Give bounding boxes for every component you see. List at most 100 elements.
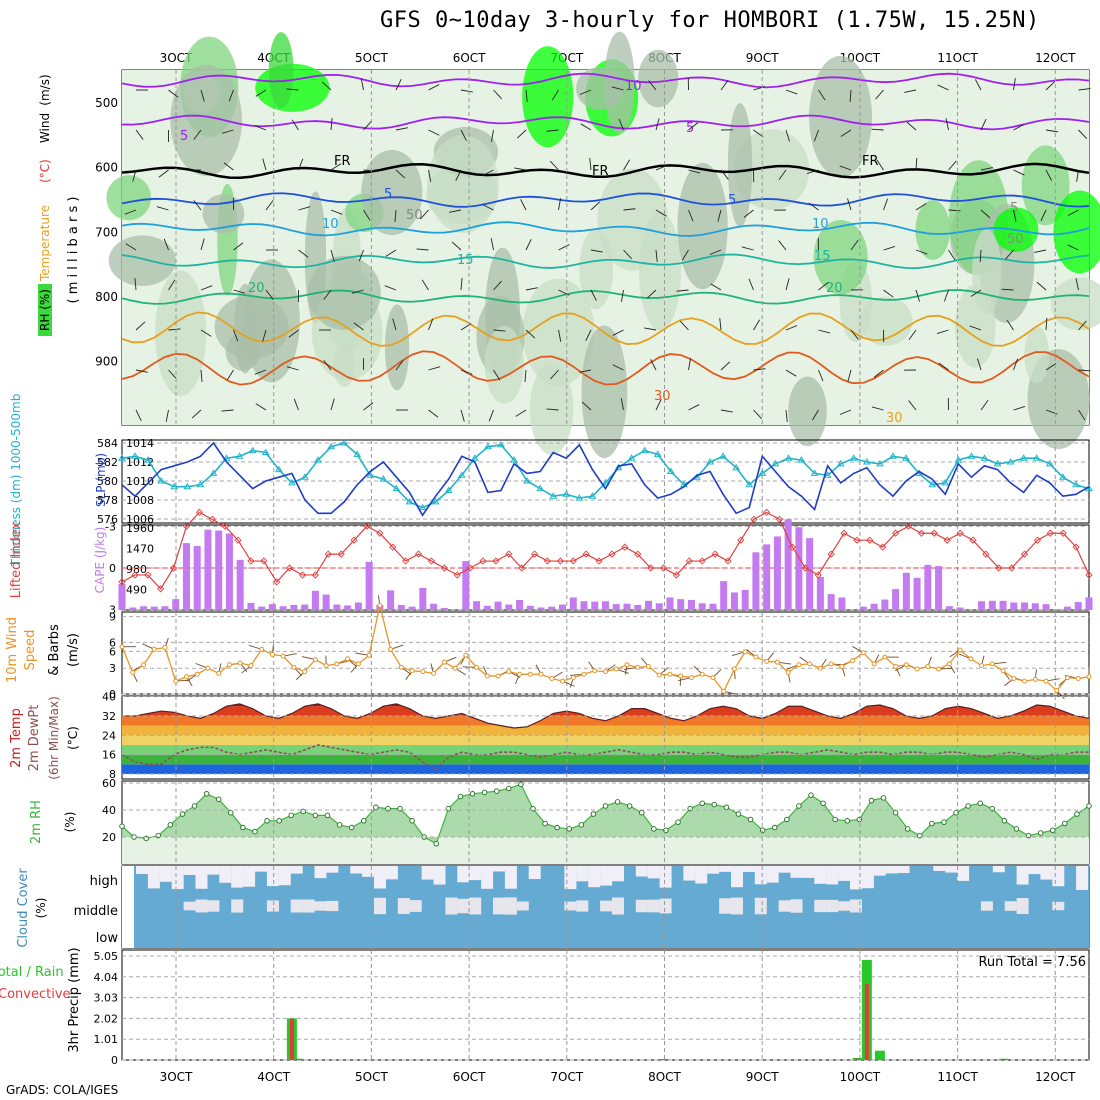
wind-barb	[811, 409, 819, 421]
rh-marker	[1013, 826, 1020, 832]
rh-tick-label: 20	[102, 831, 116, 844]
wind-speed-marker	[645, 663, 651, 669]
precip-tick-label: 5.05	[94, 950, 119, 963]
middle-cloud-cell	[504, 897, 517, 915]
wind-barb	[493, 280, 502, 291]
rh-shade	[813, 219, 868, 295]
thickness-marker	[784, 454, 793, 461]
rh-marker	[820, 800, 826, 807]
precip-panel-frame	[121, 949, 1090, 1061]
cape-bar	[537, 607, 545, 610]
wind-barb	[482, 204, 494, 211]
wind-unit-label: (m/s)	[38, 74, 52, 105]
wind-barb	[395, 79, 402, 91]
cape-bar	[462, 561, 470, 610]
wind-barb	[524, 369, 527, 382]
cape-bar	[720, 581, 728, 610]
wind-barb	[286, 366, 299, 371]
rh-marker	[409, 818, 415, 824]
rh-marker	[614, 799, 621, 805]
li-marker	[427, 557, 436, 565]
wind-barb	[254, 125, 267, 131]
thickness-marker	[732, 463, 741, 471]
wind-barb	[1040, 209, 1047, 222]
wind-barb	[936, 329, 949, 334]
cape-tick-label: 1960	[126, 522, 154, 535]
thickness-marker	[993, 459, 1002, 467]
cape-bar	[881, 599, 889, 610]
wind-barb	[623, 159, 631, 171]
li-marker	[866, 536, 874, 544]
li-tick-label: 6	[109, 645, 116, 658]
wind-barb	[741, 246, 754, 251]
li-marker	[672, 571, 681, 579]
cape-bar	[247, 602, 255, 610]
contour-label: 5	[180, 129, 188, 144]
middle-cloud-cell	[302, 899, 315, 913]
li-marker	[1072, 543, 1080, 551]
middle-cloud-cell	[516, 901, 529, 911]
wind-speed-marker	[345, 656, 351, 662]
high-cloud-cell	[778, 866, 791, 873]
li-marker	[879, 543, 887, 551]
precip-tick-label: 3.03	[94, 992, 119, 1005]
wind-barb	[623, 249, 633, 260]
thickness-marker	[771, 459, 780, 467]
wind-speed-marker	[570, 675, 576, 681]
wind-barb	[514, 167, 527, 171]
cape-bar	[655, 603, 663, 610]
wind-barb	[330, 249, 335, 262]
wind-barb	[420, 209, 429, 220]
high-cloud-cell	[731, 866, 743, 888]
wind-barb	[233, 289, 246, 294]
cape-bar	[859, 606, 867, 610]
wind-barb	[748, 278, 754, 291]
li-marker	[775, 515, 784, 523]
middle-cloud-cell	[647, 899, 660, 913]
thickness-marker	[497, 440, 505, 448]
thickness-marker	[575, 494, 584, 501]
wind-tick-label: 6	[109, 636, 116, 649]
thickness-marker	[222, 454, 231, 461]
wind-barb	[558, 198, 562, 211]
wind-barb	[233, 329, 239, 342]
wind-barb	[980, 400, 989, 411]
wind-barb	[818, 369, 824, 382]
li-marker	[750, 515, 758, 523]
thickness-axis-label: Thickness (dm) 1000-500mb	[9, 394, 23, 568]
cape-bar	[709, 603, 717, 610]
rh-marker	[481, 789, 488, 796]
wind-barb	[579, 369, 592, 373]
wind-tick-label: 9	[109, 611, 116, 624]
wind-speed-marker	[162, 645, 168, 651]
middle-cloud-cell	[207, 900, 220, 912]
rh-marker	[904, 826, 911, 832]
wind-barb	[590, 289, 597, 301]
rh-shade	[639, 212, 681, 331]
middle-cloud-cell	[493, 897, 505, 915]
high-cloud-cell	[243, 866, 256, 887]
minmax-axis-label: (6hr Min/Max)	[47, 696, 61, 780]
wind-barb	[720, 409, 733, 413]
rh-marker	[554, 824, 560, 831]
wind-barb	[428, 409, 439, 418]
wind-barb	[620, 289, 624, 302]
rh-marker	[215, 796, 222, 802]
thickness-tick-label: 578	[97, 494, 118, 507]
rh-marker	[191, 803, 198, 809]
rh-shade	[155, 270, 207, 397]
wind-barb	[1045, 81, 1055, 91]
wind-speed-marker	[764, 658, 770, 664]
precip-convective-bar	[289, 1018, 294, 1060]
middle-cloud-cell	[850, 899, 862, 913]
wind-barb	[1034, 249, 1047, 253]
rh-shade	[972, 229, 1002, 315]
wind-speed-marker	[398, 664, 404, 670]
wind-barb	[298, 158, 304, 171]
wind-speed-marker	[495, 673, 501, 679]
temp-unit-label: (°C)	[66, 726, 80, 750]
wind-barb	[709, 249, 722, 255]
middle-cloud-cell	[814, 899, 827, 913]
rh-marker	[626, 803, 633, 809]
cape-bar	[666, 597, 674, 610]
